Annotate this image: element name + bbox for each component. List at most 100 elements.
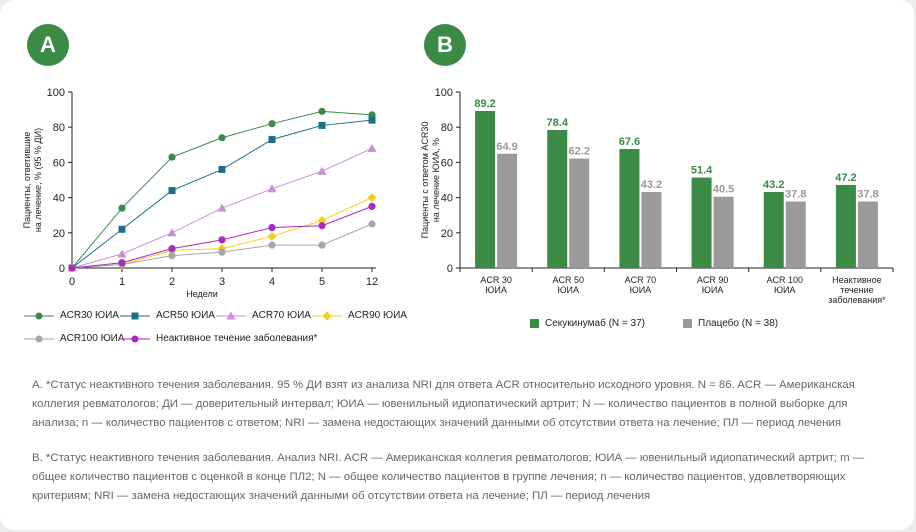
bar-value-label-placebo-4: 37.8 (785, 188, 806, 200)
legend-inactive-label: Неактивное течение заболевания* (156, 333, 318, 344)
point-acr50-12 (368, 116, 376, 124)
point-acr70-3 (217, 203, 227, 212)
x-category-label: ACR 90 (697, 275, 729, 285)
bar-value-label-secukinumab-1: 78.4 (547, 117, 569, 129)
legend-acr50: ACR50 ЮИА (120, 310, 215, 321)
footnote-a: A. *Статус неактивного течения заболеван… (32, 379, 855, 429)
legend-acr50-label: ACR50 ЮИА (156, 310, 215, 321)
x-category-label: ЮИА (702, 285, 724, 295)
x-category-label: ACR 100 (766, 275, 803, 285)
point-acr90-12 (367, 193, 377, 203)
y-tick-label: 60 (441, 157, 453, 169)
point-inactive-0 (68, 264, 76, 272)
legend-acr70-marker (216, 311, 246, 319)
y-tick-label: 40 (441, 193, 453, 205)
point-acr30-2 (168, 153, 176, 161)
point-acr100-3 (218, 248, 226, 256)
legend-a: ACR30 ЮИА ACR50 ЮИА ACR70 ЮИА ACR90 ЮИА … (24, 310, 407, 350)
point-inactive-3 (218, 236, 226, 244)
bar-value-label-secukinumab-4: 43.2 (763, 179, 784, 191)
x-tick-label: 4 (269, 276, 275, 288)
point-acr100-12 (368, 220, 376, 228)
x-category-label: ЮИА (630, 285, 652, 295)
bar-value-label-secukinumab-5: 47.2 (835, 172, 856, 184)
bar-placebo-5 (857, 201, 878, 268)
point-acr30-3 (218, 134, 226, 142)
legend-inactive: Неактивное течение заболевания* (120, 333, 317, 344)
y-tick-label: 20 (441, 228, 453, 240)
point-acr100-4 (268, 241, 276, 249)
legend-acr90: ACR90 ЮИА (312, 310, 407, 321)
legend-acr30-label: ACR30 ЮИА (60, 310, 119, 321)
bar-secukinumab-2 (619, 149, 640, 268)
x-category-label: ACR 50 (552, 275, 584, 285)
y-axis-title: Пациенты, ответившиена лечение, % (95 % … (22, 128, 43, 232)
y-tick-label: 0 (59, 263, 65, 275)
legend-acr70: ACR70 ЮИА (216, 310, 311, 321)
y-tick-label: 0 (447, 263, 453, 275)
x-tick-label: 2 (169, 276, 175, 288)
point-acr70-5 (317, 166, 327, 175)
legend-b: Секукинумаб (N = 37) Плацебо (N = 38) (530, 318, 830, 332)
point-inactive-2 (168, 245, 176, 253)
x-tick-label: 12 (366, 276, 378, 288)
legend-secukinumab-label: Секукинумаб (N = 37) (545, 318, 645, 329)
point-acr50-4 (268, 136, 276, 144)
point-acr70-12 (367, 143, 377, 152)
y-tick-label: 100 (435, 87, 453, 99)
bar-value-label-placebo-3: 40.5 (713, 184, 734, 196)
bar-value-label-secukinumab-0: 89.2 (474, 98, 495, 110)
bar-secukinumab-3 (691, 177, 712, 268)
bar-secukinumab-0 (475, 111, 496, 268)
point-acr50-3 (218, 165, 226, 173)
bar-chart-b: 0 20 40 60 80 100 Пациенты с ответом ACR30на л… (420, 87, 894, 305)
x-tick-label: 5 (319, 276, 325, 288)
bar-placebo-1 (569, 158, 590, 268)
point-acr70-1 (117, 249, 127, 258)
panel-a-badge: A (27, 24, 69, 66)
legend-secukinumab-swatch (530, 319, 539, 328)
bar-placebo-3 (713, 196, 734, 268)
bar-secukinumab-4 (763, 191, 784, 268)
point-inactive-1 (118, 259, 126, 267)
bar-placebo-2 (641, 191, 662, 268)
bar-value-label-secukinumab-2: 67.6 (619, 136, 640, 148)
legend-acr30-marker (24, 312, 54, 319)
y-tick-label: 80 (441, 122, 453, 134)
bar-secukinumab-5 (835, 184, 856, 268)
legend-acr50-marker (120, 312, 150, 319)
x-category-label: ЮИА (557, 285, 579, 295)
x-category-label: Неактивное (832, 275, 881, 285)
legend-acr70-label: ACR70 ЮИА (252, 310, 311, 321)
y-tick-label: 40 (53, 193, 65, 205)
x-tick-label: 3 (219, 276, 225, 288)
point-acr70-2 (167, 228, 177, 237)
bar-secukinumab-1 (547, 130, 568, 268)
x-tick-label: 1 (119, 276, 125, 288)
x-category-label: заболевания* (828, 295, 886, 305)
legend-acr100-label: ACR100 ЮИА (60, 333, 125, 344)
point-acr70-4 (267, 184, 277, 193)
legend-secukinumab: Секукинумаб (N = 37) (530, 318, 645, 329)
legend-acr100-marker (24, 335, 54, 342)
point-inactive-4 (268, 223, 276, 232)
legend-placebo: Плацебо (N = 38) (683, 318, 778, 329)
y-tick-label: 60 (53, 157, 65, 169)
point-acr50-5 (318, 121, 326, 129)
bar-value-label-placebo-0: 64.9 (496, 141, 517, 153)
x-tick-label: 0 (69, 276, 75, 288)
bar-value-label-placebo-5: 37.8 (857, 188, 878, 200)
point-inactive-12 (368, 202, 376, 210)
legend-acr90-label: ACR90 ЮИА (348, 310, 407, 321)
legend-acr90-marker (312, 311, 342, 320)
bar-value-label-placebo-2: 43.2 (641, 179, 662, 191)
x-axis-title: Недели (186, 289, 218, 299)
y-tick-label: 20 (53, 228, 65, 240)
point-acr30-5 (318, 107, 326, 115)
legend-acr100: ACR100 ЮИА (24, 333, 125, 344)
point-acr50-1 (118, 225, 126, 233)
x-category-label: ЮИА (485, 285, 507, 295)
bar-placebo-0 (497, 153, 518, 268)
